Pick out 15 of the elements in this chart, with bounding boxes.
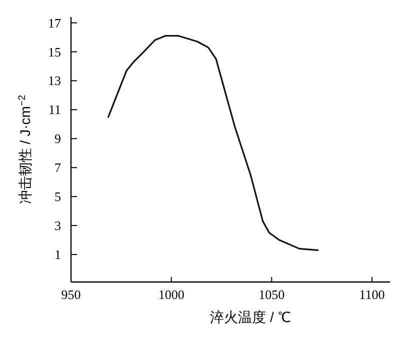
x-axis-title: 淬火温度 / ℃ [210,309,291,325]
y-tick-label: 1 [54,246,61,262]
y-tick-label: 7 [54,160,62,176]
y-tick-label: 17 [48,15,62,30]
y-tick-label: 11 [48,102,61,118]
y-tick-label: 13 [48,73,61,88]
line-series [108,35,319,251]
y-tick-label: 3 [54,218,61,234]
x-tick-label: 1100 [359,287,385,302]
x-tick-label: 1050 [258,287,285,302]
x-tick-label: 1000 [158,287,184,302]
y-tick-label: 9 [54,131,61,146]
y-tick-label: 5 [54,189,61,204]
x-tick-label: 950 [61,287,81,302]
y-tick-label: 15 [48,44,61,60]
